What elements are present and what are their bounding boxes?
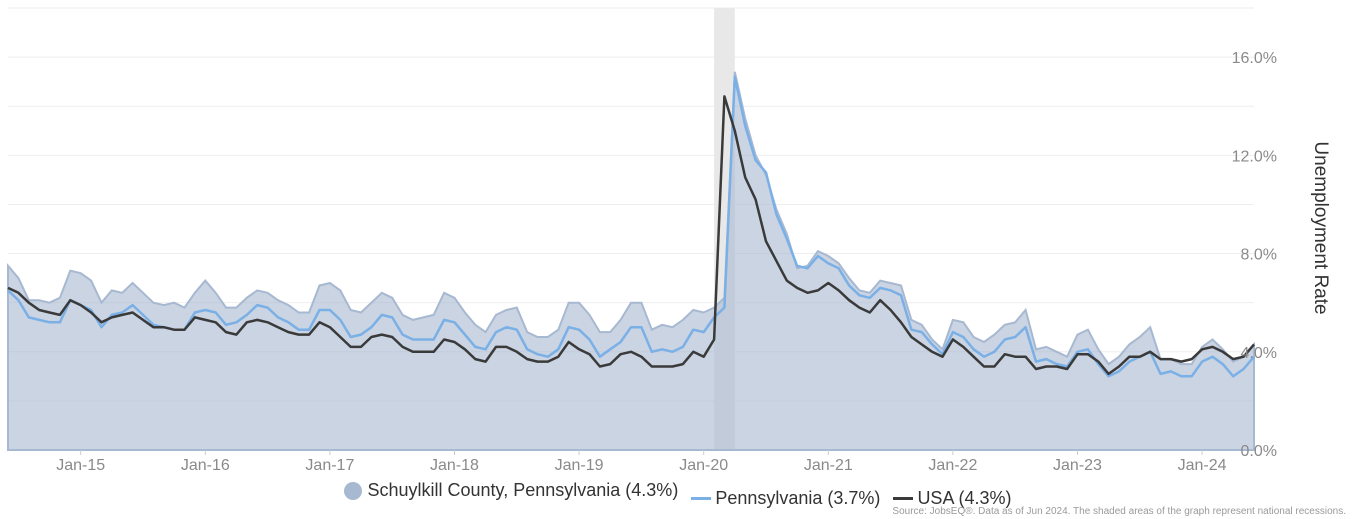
legend-item-schuylkill[interactable]: Schuylkill County, Pennsylvania (4.3%) xyxy=(343,480,679,501)
source-note: Source: JobsEQ®. Data as of Jun 2024. Th… xyxy=(892,506,1346,517)
legend-swatch-pennsylvania xyxy=(691,496,712,500)
legend-swatch-usa xyxy=(893,496,914,500)
legend-label-usa: USA (4.3%) xyxy=(917,487,1012,508)
y-tick-label: 4.0% xyxy=(1241,345,1277,362)
x-tick-label: Jan-17 xyxy=(305,457,354,474)
x-tick-label: Jan-18 xyxy=(430,457,479,474)
y-tick-label: 12.0% xyxy=(1232,148,1277,165)
legend-item-usa[interactable]: USA (4.3%) xyxy=(893,488,1011,509)
legend: Schuylkill County, Pennsylvania (4.3%) P… xyxy=(0,480,1355,509)
x-tick-label: Jan-22 xyxy=(928,457,977,474)
series-line-usa xyxy=(7,95,1255,376)
legend-item-pennsylvania[interactable]: Pennsylvania (3.7%) xyxy=(691,488,880,509)
x-tick-label: Jan-16 xyxy=(181,457,230,474)
y-axis-ticks: 0.0% 4.0% 8.0% 12.0% 16.0% xyxy=(1232,50,1277,460)
x-tick-label: Jan-24 xyxy=(1178,457,1227,474)
series-line-pennsylvania xyxy=(7,75,1255,378)
x-tick-label: Jan-21 xyxy=(804,457,853,474)
y-tick-label: 0.0% xyxy=(1241,443,1277,460)
legend-swatch-schuylkill xyxy=(343,481,362,500)
x-tick-label: Jan-20 xyxy=(679,457,728,474)
y-tick-label: 16.0% xyxy=(1232,50,1277,67)
x-tick-label: Jan-19 xyxy=(555,457,604,474)
legend-label-schuylkill: Schuylkill County, Pennsylvania (4.3%) xyxy=(367,480,679,500)
y-tick-label: 8.0% xyxy=(1241,247,1277,264)
series-area-schuylkill xyxy=(7,71,1255,451)
y-axis-title: Unemployment Rate xyxy=(1310,141,1331,314)
x-tick-label: Jan-23 xyxy=(1053,457,1102,474)
x-tick-label: Jan-15 xyxy=(56,457,105,474)
x-axis-ticks: Jan-15 Jan-16 Jan-17 Jan-18 Jan-19 Jan-20 Jan-… xyxy=(56,450,1227,474)
legend-label-pennsylvania: Pennsylvania (3.7%) xyxy=(715,487,881,508)
